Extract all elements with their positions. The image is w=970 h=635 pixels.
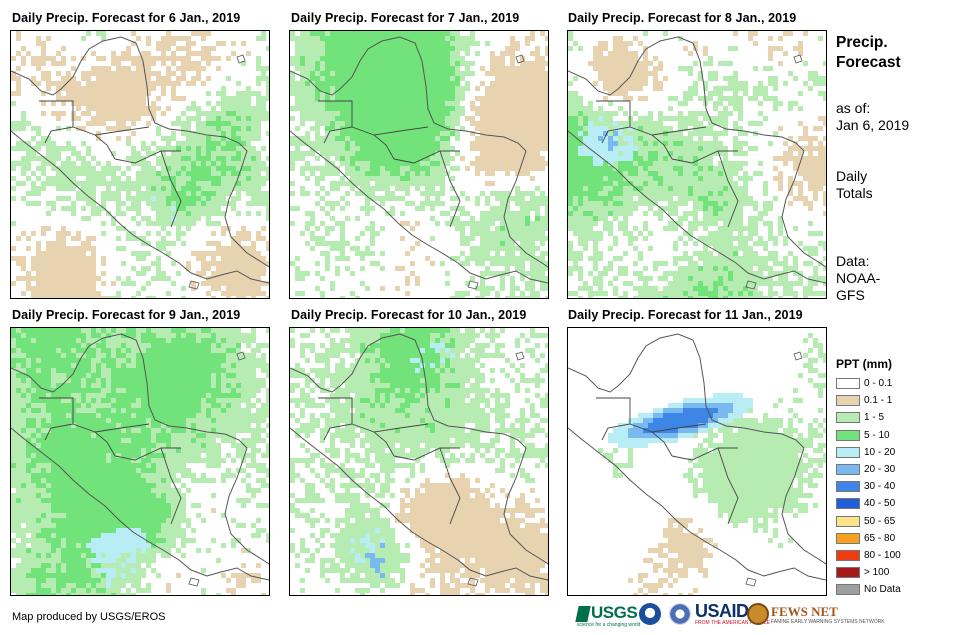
- data-source-line3: GFS: [836, 287, 865, 303]
- map-panel-jan10: [289, 327, 549, 596]
- legend-label: 80 - 100: [864, 550, 901, 561]
- map-panel-jan9: [10, 327, 270, 596]
- legend-swatch: [836, 532, 860, 544]
- legend-swatch: [836, 429, 860, 441]
- legend-swatch: [836, 412, 860, 424]
- map-credit: Map produced by USGS/EROS: [12, 611, 166, 623]
- legend-label: 0.1 - 1: [864, 395, 893, 407]
- totals-label: Daily Totals: [836, 168, 873, 202]
- legend-swatch: [836, 498, 860, 510]
- panel-title-jan11: Daily Precip. Forecast for 11 Jan., 2019: [568, 308, 803, 322]
- usgs-mark-icon: [575, 606, 591, 622]
- panel-title-jan8: Daily Precip. Forecast for 8 Jan., 2019: [568, 11, 797, 25]
- legend-swatch: [836, 464, 860, 475]
- map-panel-jan8: [567, 30, 827, 299]
- noaa-logo-icon: [639, 603, 661, 625]
- data-source-line1: Data:: [836, 253, 870, 269]
- legend-label: 20 - 30: [864, 464, 896, 475]
- as-of-date: as of: Jan 6, 2019: [836, 100, 909, 134]
- precip-map: [568, 31, 826, 298]
- legend-label: 1 - 5: [864, 412, 885, 424]
- map-panel-jan11: [567, 327, 827, 596]
- data-source-line2: NOAA-: [836, 270, 881, 286]
- precip-map: [568, 333, 826, 595]
- legend-label: 0 - 0.1: [864, 378, 893, 389]
- map-panel-jan6: [10, 30, 270, 299]
- precip-map: [290, 328, 548, 595]
- side-title-line2: Forecast: [836, 54, 901, 71]
- legend-label: 40 - 50: [864, 498, 896, 510]
- as-of-value: Jan 6, 2019: [836, 117, 910, 133]
- usgs-logo: USGS science for a changing world: [575, 603, 641, 628]
- legend-swatch: [836, 446, 860, 458]
- totals-line1: Daily: [836, 168, 868, 184]
- panel-title-jan7: Daily Precip. Forecast for 7 Jan., 2019: [291, 11, 520, 25]
- legend-label: 30 - 40: [864, 481, 896, 493]
- legend-swatch: [836, 395, 860, 407]
- legend-swatch: [836, 481, 860, 493]
- fewsnet-globe-icon: [747, 603, 769, 625]
- legend-swatch: [836, 584, 860, 596]
- legend-swatch: [836, 567, 860, 579]
- legend-label: > 100: [864, 567, 890, 579]
- legend-swatch: [836, 378, 860, 389]
- side-title-line1: Precip.: [836, 34, 888, 51]
- legend-label: 65 - 80: [864, 532, 896, 544]
- nasa-logo-icon: [669, 603, 691, 625]
- data-source: Data: NOAA- GFS: [836, 253, 880, 304]
- side-title: Precip. Forecast: [836, 33, 901, 73]
- legend-label: No Data: [864, 584, 901, 596]
- precip-map: [290, 31, 548, 298]
- usaid-logo: USAID FROM THE AMERICAN PEOPLE: [695, 601, 770, 626]
- panel-title-jan10: Daily Precip. Forecast for 10 Jan., 2019: [291, 308, 527, 322]
- precip-map: [11, 31, 269, 298]
- legend-label: 5 - 10: [864, 429, 890, 441]
- map-panel-jan7: [289, 30, 549, 299]
- panel-title-jan9: Daily Precip. Forecast for 9 Jan., 2019: [12, 308, 241, 322]
- panel-title-jan6: Daily Precip. Forecast for 6 Jan., 2019: [12, 11, 241, 25]
- legend-label: 50 - 65: [864, 515, 896, 527]
- legend-swatch: [836, 515, 860, 527]
- precip-map: [11, 328, 269, 595]
- totals-line2: Totals: [836, 185, 873, 201]
- as-of-label: as of:: [836, 100, 871, 116]
- legend-swatch: [836, 550, 860, 561]
- legend-title: PPT (mm): [836, 357, 893, 371]
- legend-label: 10 - 20: [864, 446, 896, 458]
